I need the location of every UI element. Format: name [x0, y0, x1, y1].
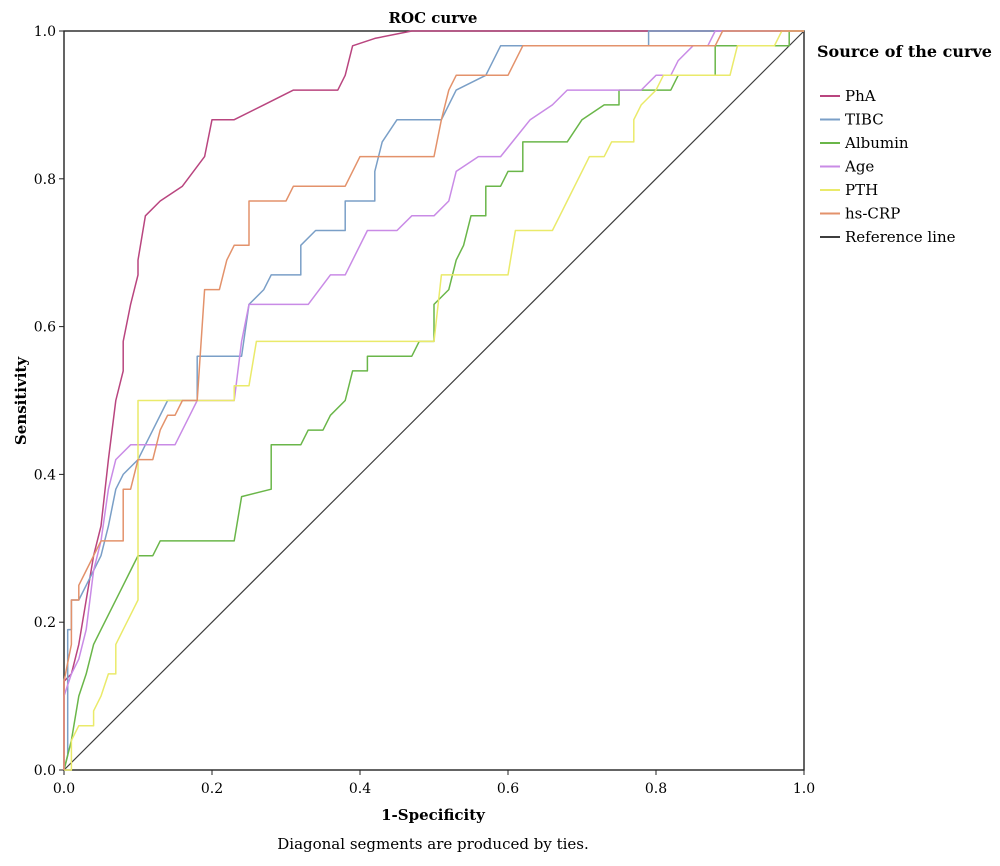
x-tick-label: 0.2: [201, 781, 223, 797]
x-axis-title: 1-Specificity: [381, 806, 486, 824]
footnote: Diagonal segments are produced by ties.: [277, 835, 588, 853]
x-tick-label: 0.8: [645, 781, 667, 797]
y-tick-label: 0.8: [34, 172, 56, 188]
chart-title: ROC curve: [389, 9, 478, 27]
legend-title: Source of the curve: [817, 42, 992, 61]
y-tick-label: 0.2: [34, 615, 56, 631]
series-line-reference-line: [63, 30, 805, 771]
series-line-pth: [64, 30, 804, 771]
y-tick-label: 0.0: [34, 763, 56, 779]
y-tick-label: 1.0: [34, 24, 56, 40]
series-line-age: [63, 30, 804, 770]
legend-label-pha: PhA: [845, 87, 876, 105]
legend-label-reference-line: Reference line: [845, 228, 956, 246]
series-line-albumin: [63, 30, 804, 771]
legend-label-hs-crp: hs-CRP: [845, 205, 900, 223]
x-tick-label: 0.4: [349, 781, 371, 797]
x-tick-label: 0.0: [53, 781, 75, 797]
y-tick-label: 0.6: [34, 320, 56, 336]
legend-label-albumin: Albumin: [844, 134, 909, 152]
y-axis-title: Sensitivity: [12, 356, 30, 445]
legend-label-pth: PTH: [845, 181, 878, 199]
plot-area: 0.0 0.2 0.4 0.6 0.8 1.0 0.0 0.2 0.4 0.6 0.8 1.0: [34, 24, 815, 797]
y-tick-label: 0.4: [34, 467, 56, 483]
legend-label-age: Age: [844, 158, 874, 176]
legend: PhA TIBC Albumin Age PTH hs-CRP Reference line: [820, 87, 956, 246]
series-line-hs-crp: [63, 30, 804, 770]
x-tick-label: 1.0: [793, 781, 815, 797]
legend-label-tibc: TIBC: [845, 111, 884, 129]
x-tick-label: 0.6: [497, 781, 519, 797]
